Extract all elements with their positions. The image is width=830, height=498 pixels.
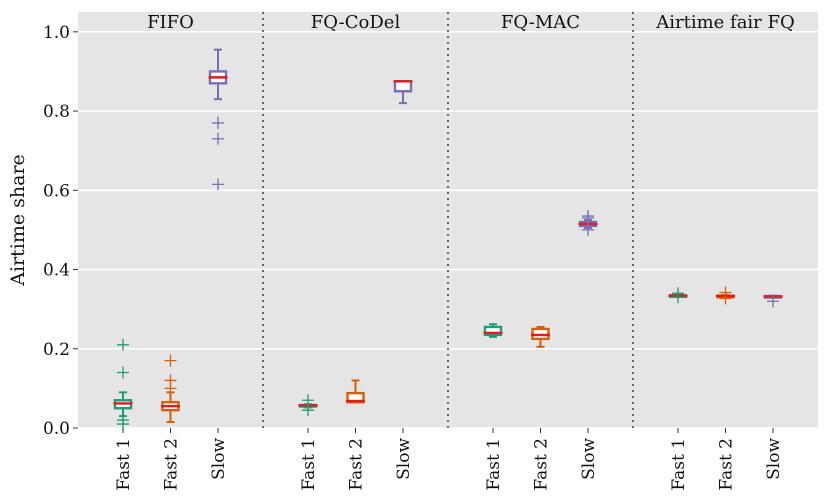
- y-tick-label: 0.6: [43, 181, 70, 201]
- category-label: Fast 1: [299, 438, 319, 491]
- category-label: Fast 1: [669, 438, 689, 491]
- outlier-marker: [302, 404, 314, 417]
- outlier-marker: [164, 354, 177, 367]
- category-label: Slow: [579, 438, 599, 480]
- box-slow: [763, 294, 783, 308]
- box-fast-2: [531, 325, 550, 348]
- panel-titles: FIFO FQ-CoDel FQ-MAC Airtime fair FQ: [147, 12, 795, 33]
- boxes-layer: [113, 48, 783, 431]
- outlier-marker: [212, 116, 224, 129]
- box-fast-2: [716, 286, 735, 305]
- box-slow: [393, 80, 413, 105]
- outlier-marker: [672, 291, 684, 304]
- box-fast-2: [346, 379, 365, 404]
- category-label: Fast 2: [717, 438, 737, 491]
- category-label: Fast 2: [162, 438, 182, 491]
- box-slow: [208, 48, 228, 191]
- outlier-marker: [719, 292, 732, 305]
- panel-title: FQ-CoDel: [311, 12, 401, 33]
- outlier-marker: [164, 382, 177, 395]
- y-tick-label: 0.4: [43, 261, 70, 281]
- box-iqr: [393, 80, 413, 93]
- y-tick-label: 1.0: [43, 23, 70, 43]
- outlier-marker: [767, 295, 779, 308]
- box-fast-1: [483, 323, 503, 338]
- box-fast-2: [161, 354, 180, 424]
- box-fast-1: [668, 287, 688, 304]
- panel-title: FQ-MAC: [501, 12, 580, 33]
- x-axis-category-labels: Fast 1 Fast 2 Slow Fast 1 Fast 2 Slow Fast 1 Fa…: [114, 428, 784, 491]
- box-slow: [578, 210, 598, 236]
- box-iqr: [483, 325, 503, 337]
- outlier-marker: [212, 178, 224, 191]
- y-tick-label: 0.2: [43, 340, 70, 360]
- y-tick-label: 0.0: [43, 419, 70, 439]
- panel-title: Airtime fair FQ: [655, 12, 795, 33]
- box-fast-1: [298, 394, 318, 417]
- y-axis-label: Airtime share: [7, 154, 29, 287]
- category-label: Slow: [764, 438, 784, 480]
- outlier-marker: [582, 212, 594, 225]
- category-label: Fast 2: [347, 438, 367, 491]
- category-label: Slow: [394, 438, 414, 480]
- y-tick-label: 0.8: [43, 102, 70, 122]
- panel-title: FIFO: [147, 12, 194, 33]
- category-label: Slow: [209, 438, 229, 480]
- box-fast-1: [113, 338, 133, 431]
- plot-background: [78, 12, 818, 428]
- y-axis-ticks: 0.0 0.2 0.4 0.6 0.8 1.0: [43, 23, 78, 439]
- category-label: Fast 2: [532, 438, 552, 491]
- outlier-marker: [212, 132, 224, 145]
- outlier-marker: [117, 366, 129, 379]
- outlier-marker: [117, 338, 129, 351]
- outlier-marker: [582, 223, 594, 236]
- category-label: Fast 1: [114, 438, 134, 491]
- category-label: Fast 1: [484, 438, 504, 491]
